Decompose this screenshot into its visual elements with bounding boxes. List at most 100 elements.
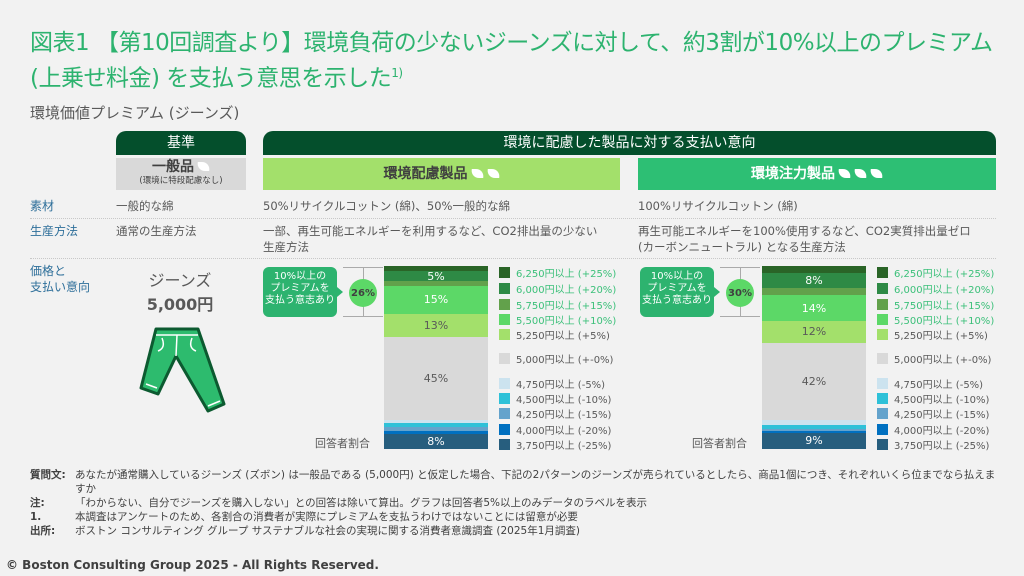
legend-label: 5,750円以上 (+15%) — [894, 301, 995, 312]
legend-item: 4,250円以上 (-15%) — [499, 406, 611, 421]
bar-segment — [762, 430, 866, 433]
note-question: 質問文: あなたが通常購入しているジーンズ (ズボン) は一般品である (5,00… — [30, 469, 996, 495]
legend-label: 4,750円以上 (-5%) — [894, 380, 984, 391]
legend-item: 4,750円以上 (-5%) — [499, 376, 605, 391]
column-standard: 一般品 (環境に特段配慮なし) — [116, 158, 246, 190]
legend-label: 5,750円以上 (+15%) — [516, 301, 617, 312]
notes: 質問文: あなたが通常購入しているジーンズ (ズボン) は一般品である (5,00… — [30, 468, 1000, 538]
legend-swatch — [499, 299, 510, 310]
legend-item: 3,750円以上 (-25%) — [877, 437, 989, 452]
legend-swatch — [877, 408, 888, 419]
data-label: 13% — [423, 318, 449, 332]
row-label-material: 素材 — [30, 199, 55, 213]
legend-label: 4,000円以上 (-20%) — [516, 426, 612, 437]
baseline-header: 基準 — [116, 131, 246, 155]
legend-label: 6,000円以上 (+20%) — [894, 285, 995, 296]
chart-subtitle: 環境価値プレミアム (ジーンズ) — [30, 104, 240, 122]
data-label: 12% — [801, 325, 827, 339]
leaf-icon — [837, 169, 852, 178]
legend-swatch — [499, 408, 510, 419]
legend-item: 6,000円以上 (+20%) — [877, 281, 994, 296]
bar-segment — [762, 425, 866, 429]
bar-segment: 8% — [384, 434, 488, 449]
legend-swatch — [499, 439, 510, 450]
data-label: 5% — [427, 269, 445, 283]
legend-label: 6,250円以上 (+25%) — [516, 269, 617, 280]
bar-segment — [762, 428, 866, 431]
bar-segment: 45% — [384, 337, 488, 420]
legend-item: 5,000円以上 (+-0%) — [877, 351, 991, 366]
legend-item: 4,500円以上 (-10%) — [499, 391, 611, 406]
row-divider — [30, 218, 996, 219]
product-name: ジーンズ — [148, 271, 212, 290]
legend-label: 4,250円以上 (-15%) — [516, 410, 612, 421]
bar-segment: 5% — [384, 269, 488, 283]
production-eco-friendly: 一部、再生可能エネルギーを利用するなど、CO2排出量の少ない生産方法 — [263, 224, 598, 254]
bar-segment — [762, 266, 866, 274]
legend-swatch — [499, 424, 510, 435]
copyright: © Boston Consulting Group 2025 - All Rig… — [6, 558, 379, 572]
note-footnote-1: 1. 本調査はアンケートのため、各割合の消費者が実際にプレミアムを支払うわけではな… — [30, 511, 578, 523]
material-standard: 一般的な綿 — [116, 199, 174, 213]
column-eco-focused: 環境注力製品 — [638, 158, 996, 190]
legend-label: 4,500円以上 (-10%) — [894, 395, 990, 406]
legend-label: 4,000円以上 (-20%) — [894, 426, 990, 437]
legend-item: 5,750円以上 (+15%) — [877, 297, 994, 312]
legend-label: 6,250円以上 (+25%) — [894, 269, 995, 280]
respondent-label: 回答者割合 — [315, 437, 370, 450]
legend-swatch — [499, 267, 510, 278]
legend-swatch — [877, 267, 888, 278]
column-name: 環境配慮製品 — [383, 166, 468, 182]
column-eco-friendly: 環境配慮製品 — [263, 158, 620, 190]
bar-segment — [384, 280, 488, 287]
legend-item: 6,250円以上 (+25%) — [499, 265, 616, 280]
bracket-tick — [720, 316, 760, 317]
legend-item: 4,000円以上 (-20%) — [877, 422, 989, 437]
legend-item: 6,250円以上 (+25%) — [877, 265, 994, 280]
legend-item: 5,750円以上 (+15%) — [499, 297, 616, 312]
note-remark: 注: 「わからない、自分でジーンズを購入しない」との回答は除いて算出。グラフは回答… — [30, 497, 647, 509]
material-eco-focused: 100%リサイクルコットン (綿) — [638, 199, 798, 213]
legend-label: 4,750円以上 (-5%) — [516, 380, 606, 391]
legend-item: 6,000円以上 (+20%) — [499, 281, 616, 296]
legend-item: 5,500円以上 (+10%) — [499, 312, 616, 327]
bar-segment — [384, 430, 488, 435]
legend-item: 5,500円以上 (+10%) — [877, 312, 994, 327]
legend-label: 5,500円以上 (+10%) — [894, 316, 995, 327]
material-eco-friendly: 50%リサイクルコットン (綿)、50%一般的な綿 — [263, 199, 510, 213]
row-divider — [30, 258, 996, 259]
legend-swatch — [877, 353, 888, 364]
production-standard: 通常の生産方法 — [116, 224, 197, 238]
premium-total-badge: 26% — [349, 279, 377, 307]
bar-segment: 8% — [762, 273, 866, 288]
bracket-tick — [720, 267, 760, 268]
legend-swatch — [499, 314, 510, 325]
production-eco-focused: 再生可能エネルギーを100%使用するなど、CO2実質排出量ゼロ (カーボンニュー… — [638, 224, 971, 254]
leaf-icon — [853, 169, 868, 178]
legend-label: 4,250円以上 (-15%) — [894, 410, 990, 421]
leaf-icon — [469, 169, 485, 178]
legend-swatch — [499, 353, 510, 364]
column-name: 環境注力製品 — [751, 166, 835, 182]
bar-segment — [384, 266, 488, 272]
legend-label: 5,250円以上 (+5%) — [516, 331, 610, 342]
note-source: 出所: ボストン コンサルティング グループ サステナブルな社会の実現に関する消費… — [30, 525, 580, 537]
bar-segment: 42% — [762, 342, 866, 420]
bar-segment: 12% — [762, 320, 866, 343]
bar-segment: 13% — [384, 313, 488, 338]
legend-swatch — [877, 439, 888, 450]
legend-swatch — [877, 424, 888, 435]
legend-label: 3,750円以上 (-25%) — [894, 441, 990, 452]
legend-item: 5,250円以上 (+5%) — [499, 327, 610, 342]
legend-label: 5,250円以上 (+5%) — [894, 331, 988, 342]
respondent-label: 回答者割合 — [692, 437, 747, 450]
legend-label: 5,000円以上 (+-0%) — [516, 355, 614, 366]
legend-swatch — [877, 393, 888, 404]
eco-group-header: 環境に配慮した製品に対する支払い意向 — [263, 131, 996, 155]
legend-label: 4,500円以上 (-10%) — [516, 395, 612, 406]
legend-label: 6,000円以上 (+20%) — [516, 285, 617, 296]
bar-segment: 9% — [762, 432, 866, 449]
bar-segment — [384, 423, 488, 428]
legend-label: 5,000円以上 (+-0%) — [894, 355, 992, 366]
page-title: 図表1 【第10回調査より】環境負荷の少ないジーンズに対して、約3割が10%以上… — [30, 30, 993, 92]
